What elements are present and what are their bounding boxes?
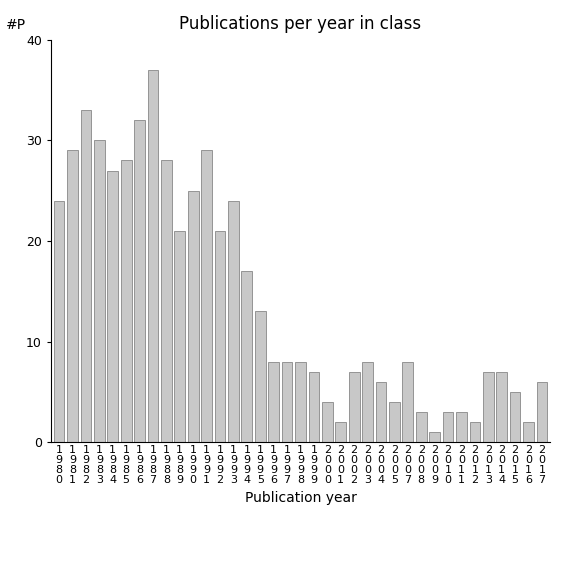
Bar <box>510 392 521 442</box>
Bar <box>121 160 132 442</box>
Bar <box>255 311 265 442</box>
Bar <box>175 231 185 442</box>
Bar <box>268 362 279 442</box>
Bar <box>282 362 293 442</box>
Bar <box>496 372 507 442</box>
Bar <box>443 412 454 442</box>
Y-axis label: #P: #P <box>6 18 26 32</box>
Bar <box>336 422 346 442</box>
Bar <box>523 422 534 442</box>
Bar <box>389 402 400 442</box>
X-axis label: Publication year: Publication year <box>244 490 357 505</box>
Bar <box>201 150 212 442</box>
Bar <box>147 70 158 442</box>
Bar <box>228 201 239 442</box>
Bar <box>188 191 198 442</box>
Bar <box>81 110 91 442</box>
Bar <box>215 231 226 442</box>
Title: Publications per year in class: Publications per year in class <box>179 15 422 32</box>
Bar <box>67 150 78 442</box>
Bar <box>322 402 333 442</box>
Bar <box>469 422 480 442</box>
Bar <box>295 362 306 442</box>
Bar <box>362 362 373 442</box>
Bar <box>456 412 467 442</box>
Bar <box>536 382 547 442</box>
Bar <box>107 171 118 442</box>
Bar <box>308 372 319 442</box>
Bar <box>416 412 426 442</box>
Bar <box>94 141 105 442</box>
Bar <box>134 120 145 442</box>
Bar <box>429 432 440 442</box>
Bar <box>242 271 252 442</box>
Bar <box>375 382 386 442</box>
Bar <box>403 362 413 442</box>
Bar <box>161 160 172 442</box>
Bar <box>483 372 494 442</box>
Bar <box>349 372 359 442</box>
Bar <box>54 201 65 442</box>
